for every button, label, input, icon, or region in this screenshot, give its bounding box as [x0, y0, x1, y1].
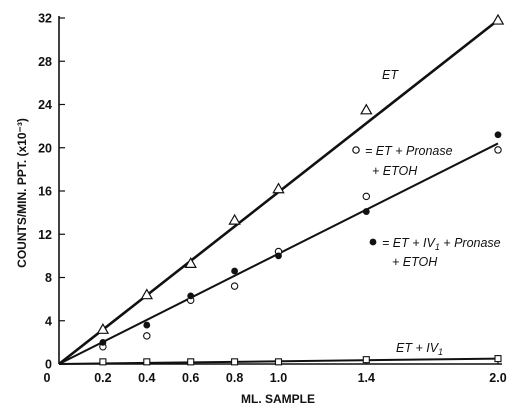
annotation-filled-circle-marker — [369, 238, 377, 246]
data-point-et-iv1 — [274, 358, 283, 366]
y-axis-title: COUNTS/MIN. PPT. (x10⁻³) — [15, 118, 29, 268]
x-tick-label: 1.0 — [270, 371, 287, 385]
series-label-et-iv1-part-a: = ET + IV — [382, 236, 436, 250]
series-label-et-iv1: ET + IV1 — [396, 341, 443, 357]
data-point-et-iv1-pronase-etoh — [275, 252, 282, 260]
data-point-et-iv1 — [143, 358, 151, 366]
annotation-open-circle-marker — [352, 146, 360, 154]
series-label-et-iv1-pronase-line2: + ETOH — [392, 255, 438, 269]
x-tick-label: 0.4 — [138, 371, 155, 385]
y-tick-label: 16 — [38, 185, 52, 199]
y-tick-label: 4 — [45, 314, 52, 328]
data-point-et — [184, 257, 197, 268]
data-point-et-iv1 — [231, 358, 239, 366]
y-tick-label: 12 — [38, 228, 52, 242]
x-tick-label: 0.6 — [182, 371, 199, 385]
series-label-et-pronase-line1: = ET + Pronase — [365, 144, 453, 158]
series-label-et-pronase-line2: + ETOH — [372, 164, 418, 178]
y-tick-label: 20 — [38, 141, 52, 155]
data-point-et-iv1-pronase-etoh — [187, 292, 195, 300]
x-tick-label: 0.2 — [94, 371, 111, 385]
x-axis-title: ML. SAMPLE — [241, 392, 315, 406]
data-point-et-iv1-pronase-etoh — [143, 321, 151, 329]
data-point-et — [96, 322, 110, 334]
x-tick-label: 0 — [44, 371, 51, 385]
y-tick-label: 8 — [45, 271, 52, 285]
series-label-et-iv1-short-part-a: ET + IV — [396, 341, 440, 355]
data-point-et-pronase-etoh — [494, 146, 502, 154]
data-point-et — [491, 13, 505, 25]
data-point-et-iv1 — [362, 356, 370, 364]
data-point-et-pronase-etoh — [362, 192, 371, 201]
data-point-et-pronase-etoh — [143, 332, 151, 340]
y-tick-label: 32 — [38, 12, 52, 26]
series-label-et-iv1-short-subscript: 1 — [438, 347, 443, 357]
y-tick-label: 28 — [38, 55, 52, 69]
x-tick-label: 1.4 — [358, 371, 375, 385]
data-point-et-pronase-etoh — [230, 282, 239, 290]
series-label-et-iv1-part-b: + Pronase — [440, 236, 501, 250]
series-label-et: ET — [382, 68, 399, 82]
data-point-et — [228, 213, 241, 225]
data-point-et-iv1-pronase-etoh — [99, 338, 107, 346]
data-point-et-iv1-pronase-etoh — [231, 267, 239, 275]
data-point-et-iv1 — [187, 358, 195, 366]
data-point-et — [272, 182, 285, 194]
data-point-et-iv1-pronase-etoh — [362, 208, 370, 215]
markers — [96, 13, 505, 366]
series-label-et-iv1-subscript: 1 — [435, 242, 440, 252]
data-point-et-iv1 — [99, 358, 107, 366]
data-point-et — [360, 103, 373, 115]
y-tick-label: 0 — [45, 358, 52, 372]
data-point-et-iv1-pronase-etoh — [494, 131, 502, 139]
x-tick-label: 0.8 — [226, 371, 243, 385]
x-tick-label: 2.0 — [489, 371, 506, 385]
data-point-et-iv1 — [494, 355, 502, 363]
y-tick-label: 24 — [38, 98, 52, 112]
data-point-et — [140, 288, 154, 300]
series-label-et-iv1-pronase-line1: = ET + IV1 + Pronase — [382, 236, 501, 252]
